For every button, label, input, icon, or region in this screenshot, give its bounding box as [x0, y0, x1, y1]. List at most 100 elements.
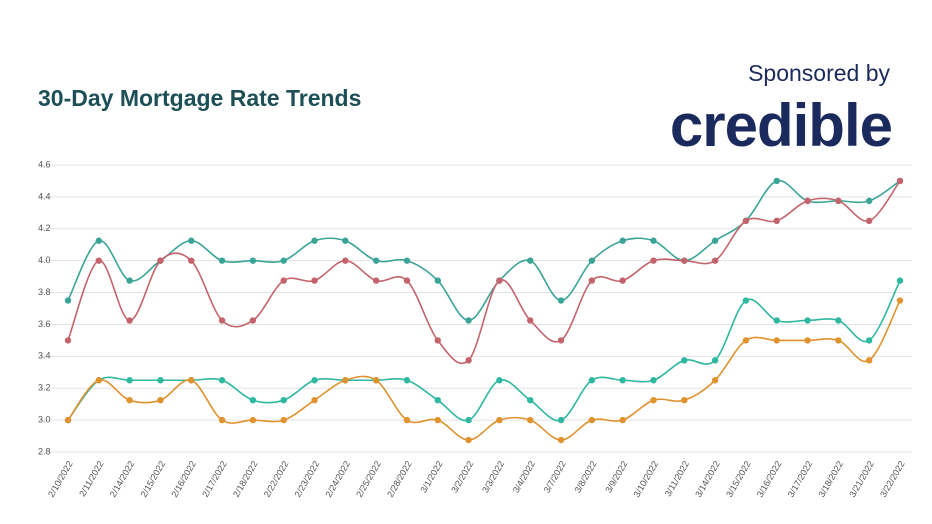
y-tick-label: 4.2 [38, 223, 51, 233]
point [95, 257, 103, 264]
x-tick-label: 3/22/2022 [878, 459, 907, 499]
x-tick-label: 2/22/2022 [262, 459, 291, 499]
point [711, 377, 719, 384]
point [403, 277, 411, 284]
point [619, 416, 626, 424]
point [773, 217, 780, 225]
point [865, 217, 873, 225]
x-tick-label: 3/11/2022 [663, 459, 691, 498]
point [126, 396, 133, 404]
y-tick-label: 3.0 [38, 414, 51, 424]
point [588, 277, 596, 284]
y-tick-label: 4.0 [38, 255, 51, 265]
point [465, 436, 472, 444]
point [280, 257, 287, 264]
point [742, 217, 750, 225]
point [588, 257, 596, 264]
point [773, 317, 780, 324]
point [588, 416, 596, 424]
point [403, 416, 411, 424]
point [218, 257, 226, 264]
point [681, 257, 688, 264]
point [95, 237, 103, 244]
point [804, 317, 811, 324]
x-tick-label: 3/21/2022 [847, 459, 876, 499]
point [64, 416, 72, 424]
x-tick-label: 2/10/2022 [46, 459, 75, 499]
point [434, 396, 441, 404]
point [434, 277, 441, 284]
point [557, 297, 565, 304]
point [311, 277, 318, 284]
point [311, 377, 318, 384]
x-tick-label: 3/4/2022 [511, 459, 537, 494]
y-tick-label: 4.6 [38, 159, 51, 169]
point [188, 377, 195, 384]
x-tick-label: 2/24/2022 [323, 459, 352, 499]
y-tick-label: 3.4 [38, 351, 51, 361]
series-line [67, 280, 901, 422]
point [372, 277, 380, 284]
point [773, 337, 780, 344]
x-tick-label: 2/23/2022 [293, 459, 322, 499]
point [280, 416, 287, 424]
point [64, 337, 72, 344]
point [342, 377, 349, 384]
x-tick-label: 2/16/2022 [169, 459, 198, 499]
point [403, 377, 411, 384]
point [557, 416, 565, 424]
point [280, 277, 287, 284]
point [588, 377, 596, 384]
point [157, 257, 164, 264]
point [465, 317, 472, 324]
chart-title: 30-Day Mortgage Rate Trends [38, 85, 361, 111]
x-tick-label: 3/8/2022 [572, 459, 598, 494]
point [188, 237, 195, 244]
point [157, 377, 164, 384]
point [681, 396, 688, 404]
x-tick-label: 2/14/2022 [108, 459, 137, 499]
point [650, 237, 657, 244]
series-line [67, 179, 901, 322]
point [496, 416, 503, 424]
point [742, 297, 750, 304]
point [342, 257, 349, 264]
x-tick-label: 3/7/2022 [542, 459, 568, 494]
x-tick-label: 3/16/2022 [755, 459, 784, 499]
point [157, 396, 164, 404]
point [711, 257, 719, 264]
x-tick-label: 2/25/2022 [354, 459, 383, 499]
point [557, 337, 565, 344]
x-tick-label: 3/15/2022 [724, 459, 753, 499]
point [188, 257, 195, 264]
point [126, 377, 133, 384]
point [64, 297, 72, 304]
x-tick-label: 2/11/2022 [77, 459, 105, 498]
x-tick-label: 2/15/2022 [139, 459, 168, 499]
point [896, 277, 904, 284]
point [126, 317, 133, 324]
point [619, 277, 626, 284]
point [311, 396, 318, 404]
point [681, 357, 688, 364]
point [218, 377, 226, 384]
point [249, 416, 257, 424]
point [742, 337, 750, 344]
x-tick-label: 2/28/2022 [385, 459, 414, 499]
point [835, 317, 842, 324]
point [650, 377, 657, 384]
point [711, 357, 719, 364]
point [650, 257, 657, 264]
point [249, 317, 257, 324]
point [372, 257, 380, 264]
point [496, 377, 503, 384]
point [403, 257, 411, 264]
x-tick-label: 3/10/2022 [632, 459, 661, 499]
x-tick-label: 3/1/2022 [418, 459, 444, 494]
x-tick-label: 3/17/2022 [786, 459, 815, 499]
point [372, 377, 380, 384]
point [527, 257, 534, 264]
point [650, 396, 657, 404]
point [434, 337, 441, 344]
